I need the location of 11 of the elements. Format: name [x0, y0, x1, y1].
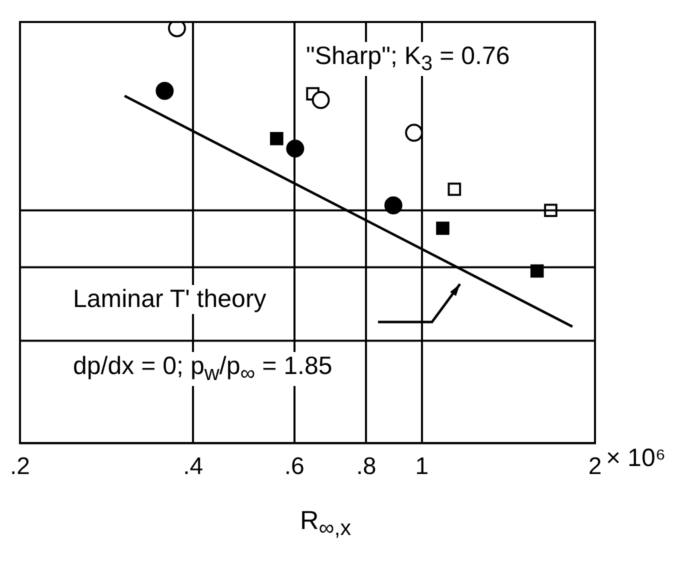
x-axis-title: R$_{∞,x}$ — [300, 505, 352, 542]
x-tick-label: .4 — [183, 453, 204, 480]
annotation: "Sharp"; K$_{3}$ = 0.76 — [303, 42, 513, 76]
x-tick-label: 2 — [588, 453, 602, 480]
text: × 10⁶ — [603, 444, 669, 473]
annotation: Laminar T' theory — [70, 285, 270, 314]
x-tick-label: 1 — [415, 453, 429, 480]
x-tick-label: .6 — [284, 453, 304, 480]
x-tick-label: .8 — [356, 453, 376, 480]
x-tick-label: .2 — [10, 453, 30, 480]
annotation: dp/dx = 0; p$_{w}$/p$_{∞}$ = 1.85 — [70, 352, 336, 386]
